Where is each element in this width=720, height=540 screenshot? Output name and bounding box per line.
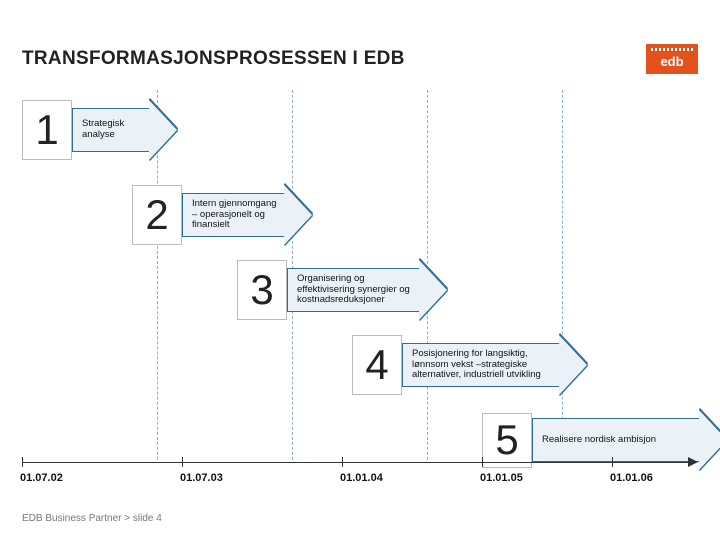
step-number: 2 <box>132 185 182 245</box>
step-arrow: Intern gjennomgang – operasjonelt og fin… <box>182 185 312 245</box>
brand-logo: edb <box>646 44 698 74</box>
axis-label: 01.01.06 <box>610 472 653 484</box>
step-arrow: Organisering og effektivisering synergie… <box>287 260 447 320</box>
step-label: Posisjonering for langsiktig, lønnsom ve… <box>408 343 559 387</box>
step-arrow: Posisjonering for langsiktig, lønnsom ve… <box>402 335 587 395</box>
axis-tick <box>612 457 613 467</box>
title-row: TRANSFORMASJONSPROSESSEN I EDB edb <box>22 44 698 74</box>
step-number: 4 <box>352 335 402 395</box>
slide: TRANSFORMASJONSPROSESSEN I EDB edb 1 Str… <box>0 0 720 540</box>
step-4: 4 Posisjonering for langsiktig, lønnsom … <box>352 335 587 395</box>
step-number: 5 <box>482 413 532 468</box>
axis-tick <box>342 457 343 467</box>
step-label: Realisere nordisk ambisjon <box>538 418 699 462</box>
axis-tick <box>482 457 483 467</box>
axis-label: 01.07.03 <box>180 472 223 484</box>
slide-title: TRANSFORMASJONSPROSESSEN I EDB <box>22 48 405 70</box>
timeline-axis: 01.07.02 01.07.03 01.01.04 01.01.05 01.0… <box>22 462 698 480</box>
step-label: Strategisk analyse <box>78 108 149 152</box>
axis-tick <box>182 457 183 467</box>
axis-label: 01.01.04 <box>340 472 383 484</box>
axis-arrow-icon <box>688 457 698 467</box>
step-number: 1 <box>22 100 72 160</box>
axis-line <box>22 462 688 463</box>
step-2: 2 Intern gjennomgang – operasjonelt og f… <box>132 185 312 245</box>
axis-label: 01.01.05 <box>480 472 523 484</box>
step-number: 3 <box>237 260 287 320</box>
gridline <box>562 90 563 460</box>
step-label: Organisering og effektivisering synergie… <box>293 268 419 312</box>
process-chart: 1 Strategisk analyse 2 Intern gjennomgan… <box>22 90 698 460</box>
step-3: 3 Organisering og effektivisering synerg… <box>237 260 447 320</box>
axis-label: 01.07.02 <box>20 472 63 484</box>
brand-logo-text: edb <box>660 54 683 69</box>
axis-tick <box>22 457 23 467</box>
slide-footer: EDB Business Partner > slide 4 <box>22 513 162 524</box>
step-5: 5 Realisere nordisk ambisjon <box>482 410 720 470</box>
step-label: Intern gjennomgang – operasjonelt og fin… <box>188 193 284 237</box>
step-arrow: Strategisk analyse <box>72 100 177 160</box>
step-1: 1 Strategisk analyse <box>22 100 177 160</box>
